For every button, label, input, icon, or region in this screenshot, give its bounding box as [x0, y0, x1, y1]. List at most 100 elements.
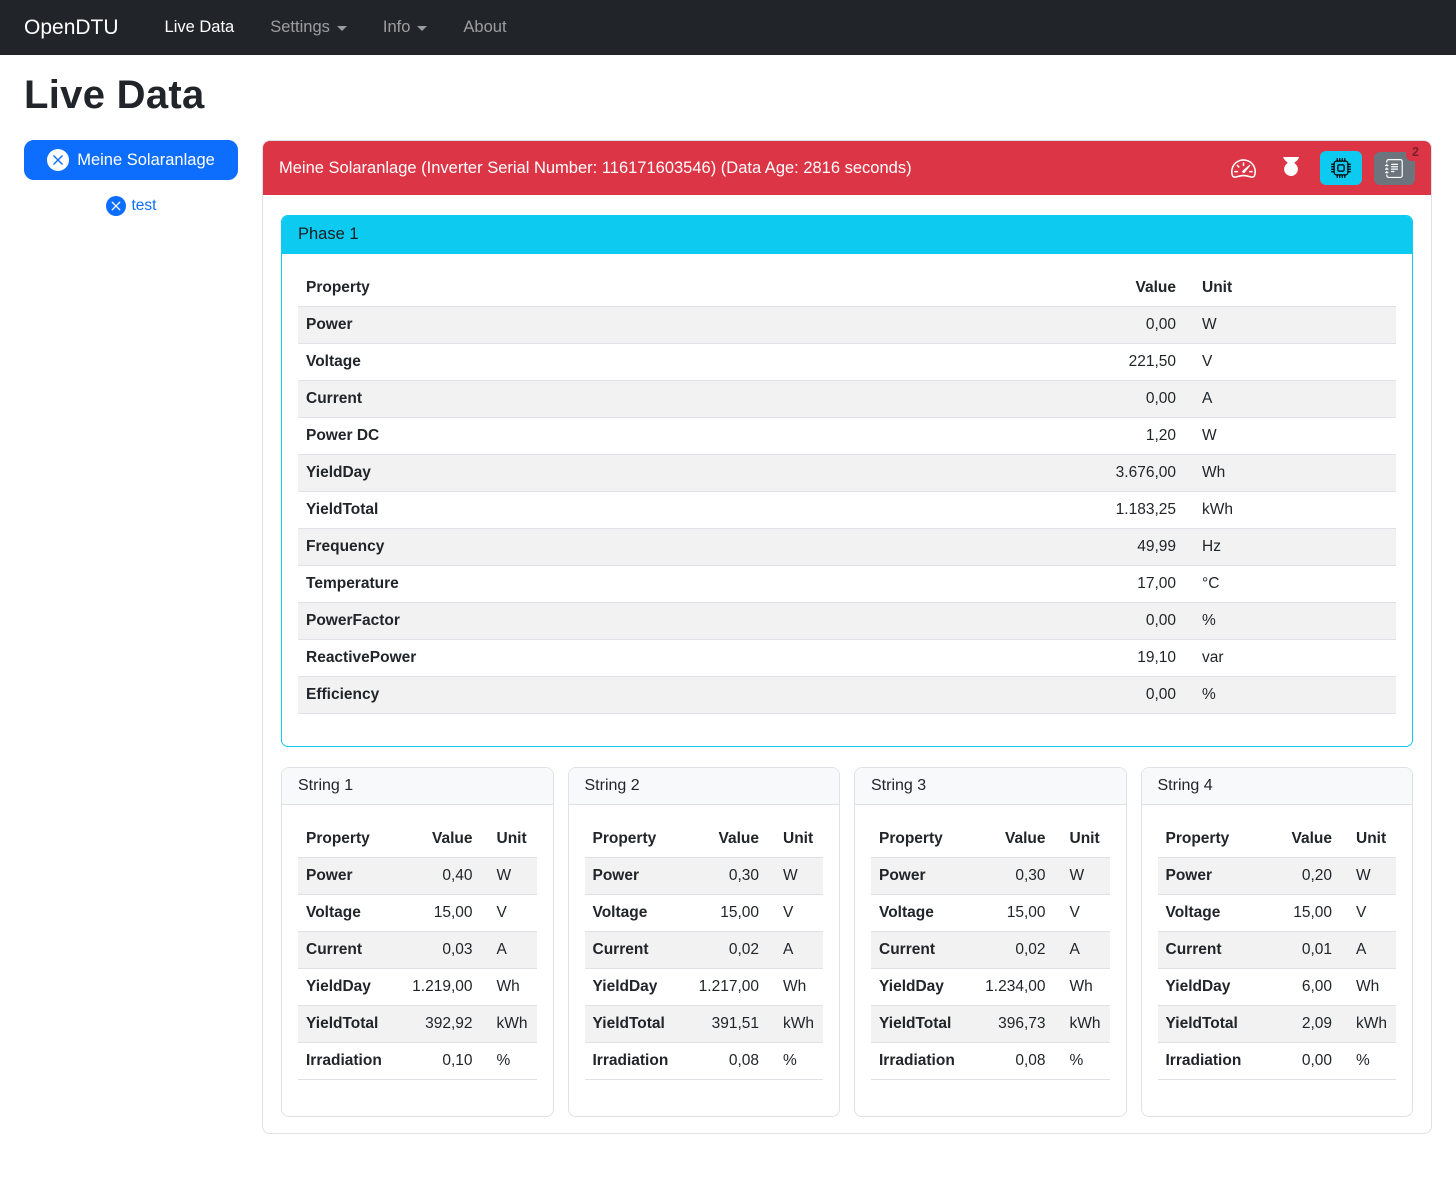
- column-header: Value: [1291, 830, 1333, 847]
- unit-cell: %: [496, 1052, 511, 1069]
- unit-cell: W: [496, 867, 512, 884]
- value-cell: 0,08: [728, 1052, 759, 1069]
- inverter-card: Meine Solaranlage (Inverter Serial Numbe…: [262, 140, 1432, 1134]
- property-cell: YieldTotal: [306, 501, 379, 518]
- string-card-title: String 1: [282, 768, 553, 805]
- value-cell: 6,00: [1301, 978, 1332, 995]
- string-card-title: String 4: [1141, 768, 1412, 805]
- value-cell: 1.219,00: [412, 978, 473, 995]
- table-row: YieldDay 1.219,00 Wh: [298, 969, 537, 1006]
- property-cell: PowerFactor: [306, 612, 400, 629]
- value-cell: 391,51: [711, 1015, 759, 1032]
- value-cell: 0,02: [728, 941, 759, 958]
- power-icon[interactable]: [1274, 157, 1308, 179]
- string-card-2: String 2 Property Value Unit Power 0,30 W Vol…: [567, 767, 840, 1117]
- table-row: Voltage 15,00 V: [584, 895, 823, 932]
- value-cell: 49,99: [1137, 538, 1176, 555]
- x-circle-icon: [105, 196, 126, 216]
- property-cell: Power: [306, 316, 353, 333]
- value-cell: 19,10: [1137, 649, 1176, 666]
- phase-card-title: Phase 1: [282, 216, 1412, 254]
- journal-text-icon: [1385, 158, 1404, 178]
- speedometer-icon[interactable]: [1225, 156, 1262, 181]
- unit-cell: Wh: [1356, 978, 1380, 995]
- property-cell: Current: [1165, 941, 1222, 958]
- property-cell: Temperature: [306, 575, 399, 592]
- unit-cell: W: [1202, 316, 1217, 333]
- unit-cell: V: [1202, 353, 1213, 370]
- unit-cell: W: [1069, 867, 1085, 884]
- value-cell: 15,00: [433, 904, 473, 921]
- property-cell: YieldTotal: [879, 1015, 952, 1032]
- value-cell: 221,50: [1128, 353, 1176, 370]
- nav-item-about[interactable]: About: [463, 18, 507, 36]
- table-row: YieldDay 3.676,00 Wh: [298, 454, 1396, 492]
- unit-cell: Wh: [1069, 978, 1093, 995]
- string-card-title: String 2: [568, 768, 839, 805]
- property-cell: Voltage: [306, 904, 361, 921]
- string-table-header-row: Property Value Unit: [1157, 821, 1396, 858]
- property-cell: Current: [306, 941, 362, 958]
- property-cell: Power: [879, 867, 926, 884]
- column-header: Unit: [783, 830, 814, 847]
- table-row: Power 0,00 W: [298, 306, 1396, 344]
- unit-cell: %: [1069, 1052, 1084, 1069]
- column-header: Value: [718, 830, 760, 847]
- unit-cell: %: [1202, 686, 1216, 703]
- column-header: Property: [592, 830, 657, 847]
- value-cell: 0,03: [442, 941, 473, 958]
- event-count-badge: 2: [1406, 142, 1425, 161]
- value-cell: 0,02: [1015, 941, 1046, 958]
- value-cell: 0,00: [1145, 686, 1176, 703]
- table-row: Power 0,30 W: [584, 857, 823, 895]
- column-header: Unit: [1069, 830, 1100, 847]
- value-cell: 1.217,00: [698, 978, 759, 995]
- device-info-button[interactable]: [1320, 151, 1362, 185]
- string-4-table: Property Value Unit Power 0,20 W Voltage 15,00…: [1157, 821, 1396, 1080]
- value-cell: 15,00: [1293, 904, 1332, 921]
- event-log-button[interactable]: 2: [1374, 142, 1425, 185]
- table-row: YieldTotal 391,51 kWh: [584, 1005, 823, 1043]
- top-navbar: OpenDTU Live Data Settings Info About: [0, 0, 1456, 55]
- unit-cell: Wh: [783, 978, 807, 995]
- property-cell: YieldTotal: [306, 1015, 379, 1032]
- property-cell: Irradiation: [1165, 1052, 1242, 1069]
- property-cell: YieldDay: [306, 464, 371, 481]
- value-cell: 0,40: [442, 867, 473, 884]
- inverter-select-button-test[interactable]: test: [24, 196, 238, 216]
- property-cell: Irradiation: [592, 1052, 669, 1069]
- property-cell: YieldTotal: [1165, 1015, 1238, 1032]
- unit-cell: kWh: [1069, 1015, 1101, 1032]
- column-header: Value: [1135, 279, 1177, 296]
- table-row: Voltage 15,00 V: [298, 895, 537, 932]
- brand-logo[interactable]: OpenDTU: [24, 15, 119, 39]
- table-row: Power 0,40 W: [298, 857, 537, 895]
- value-cell: 1.183,25: [1115, 501, 1176, 518]
- column-header: Value: [1005, 830, 1046, 847]
- strings-row: String 1 Property Value Unit Power 0,40 W Vol…: [281, 767, 1413, 1117]
- column-header: Value: [432, 830, 473, 847]
- unit-cell: kWh: [783, 1015, 814, 1032]
- unit-cell: A: [783, 941, 794, 958]
- property-cell: Frequency: [306, 538, 385, 555]
- phase-table-header-row: Property Value Unit: [298, 270, 1396, 307]
- table-row: Irradiation 0,08%: [871, 1043, 1110, 1080]
- nav-item-info[interactable]: Info: [369, 10, 442, 45]
- unit-cell: A: [1069, 941, 1080, 958]
- table-row: Current 0,01 A: [1157, 931, 1396, 969]
- table-row: Power 0,20 W: [1157, 857, 1396, 895]
- table-row: Current 0,00 A: [298, 380, 1396, 418]
- unit-cell: V: [1069, 904, 1080, 921]
- nav-item-info-label: Info: [382, 18, 411, 36]
- unit-cell: Hz: [1202, 538, 1221, 555]
- table-row: YieldTotal 1.183,25 kWh: [298, 492, 1396, 529]
- table-row: YieldTotal 396,73 kWh: [871, 1005, 1110, 1043]
- nav-item-live-data[interactable]: Live Data: [164, 18, 235, 36]
- value-cell: 15,00: [720, 904, 759, 921]
- string-1-table: Property Value Unit Power 0,40 W Voltage 15,00…: [298, 821, 537, 1080]
- inverter-select-button-meine-solaranlage[interactable]: Meine Solaranlage: [24, 140, 238, 180]
- property-cell: Current: [592, 941, 649, 958]
- nav-item-settings[interactable]: Settings: [256, 10, 361, 45]
- unit-cell: %: [783, 1052, 797, 1069]
- unit-cell: V: [783, 904, 794, 921]
